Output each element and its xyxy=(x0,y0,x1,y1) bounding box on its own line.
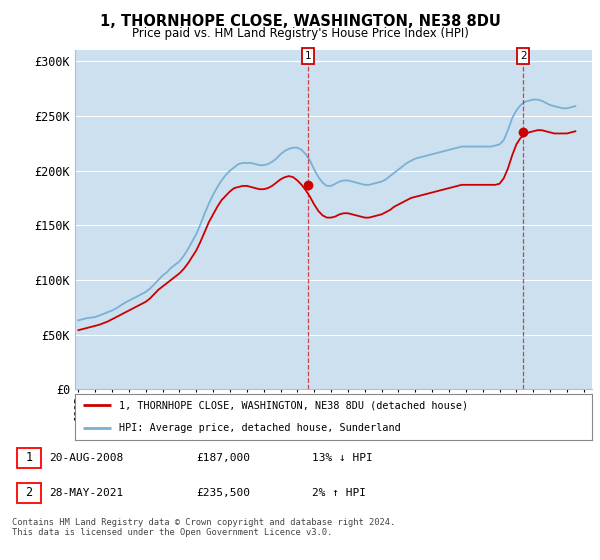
Text: 2: 2 xyxy=(520,51,527,61)
Text: 1: 1 xyxy=(305,51,311,61)
Text: 1, THORNHOPE CLOSE, WASHINGTON, NE38 8DU: 1, THORNHOPE CLOSE, WASHINGTON, NE38 8DU xyxy=(100,14,500,29)
Bar xyxy=(17,483,41,503)
Text: £235,500: £235,500 xyxy=(196,488,250,498)
Text: 20-AUG-2008: 20-AUG-2008 xyxy=(49,453,124,463)
Text: 28-MAY-2021: 28-MAY-2021 xyxy=(49,488,124,498)
Text: 13% ↓ HPI: 13% ↓ HPI xyxy=(311,453,372,463)
Text: 1: 1 xyxy=(25,451,32,464)
Text: 2% ↑ HPI: 2% ↑ HPI xyxy=(311,488,365,498)
Text: Price paid vs. HM Land Registry's House Price Index (HPI): Price paid vs. HM Land Registry's House … xyxy=(131,27,469,40)
Text: 2: 2 xyxy=(25,486,32,500)
Text: HPI: Average price, detached house, Sunderland: HPI: Average price, detached house, Sund… xyxy=(119,423,401,433)
Text: Contains HM Land Registry data © Crown copyright and database right 2024.
This d: Contains HM Land Registry data © Crown c… xyxy=(12,518,395,538)
Bar xyxy=(17,448,41,468)
Text: £187,000: £187,000 xyxy=(196,453,250,463)
Text: 1, THORNHOPE CLOSE, WASHINGTON, NE38 8DU (detached house): 1, THORNHOPE CLOSE, WASHINGTON, NE38 8DU… xyxy=(119,400,468,410)
